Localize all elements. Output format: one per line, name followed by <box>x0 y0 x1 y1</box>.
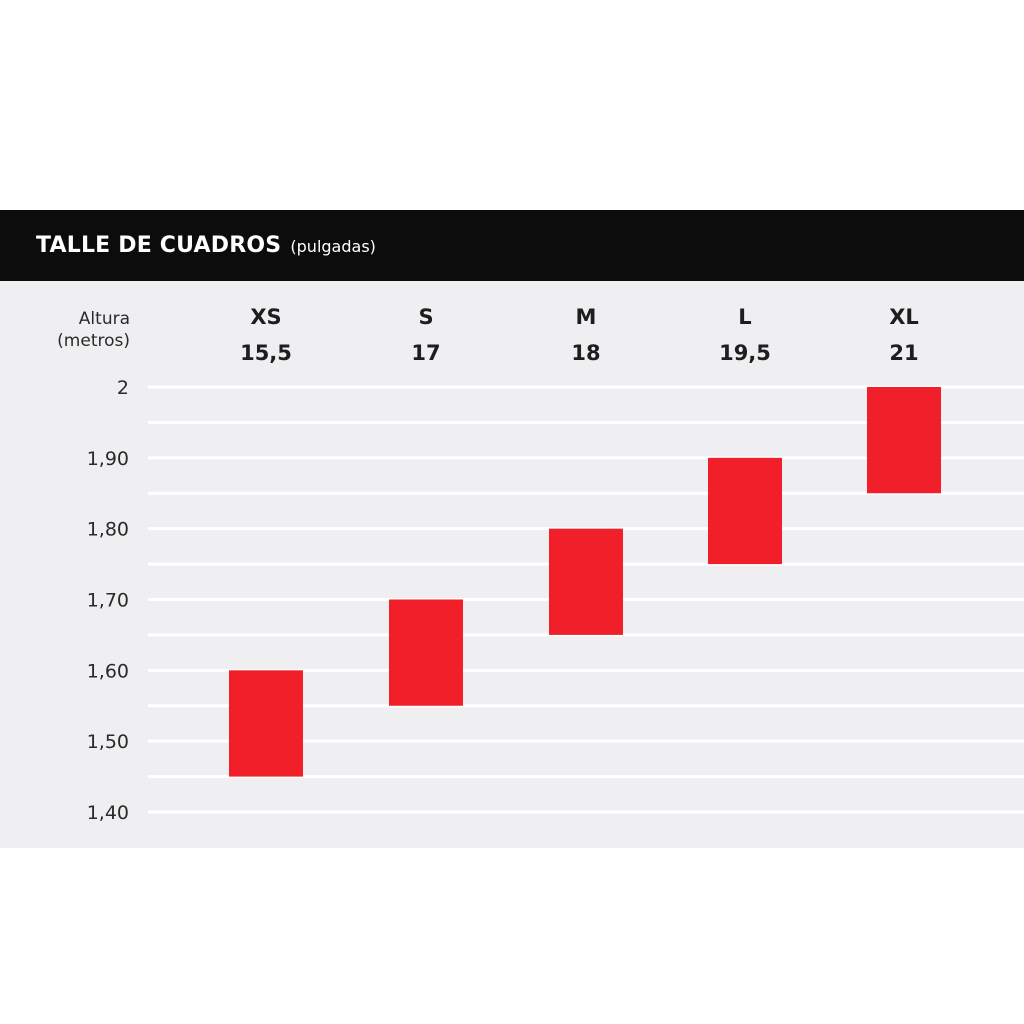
chart-header-bar <box>0 210 1024 281</box>
chart-subtitle: (pulgadas) <box>290 237 376 256</box>
chart-title: TALLE DE CUADROS <box>36 233 282 258</box>
y-tick-label: 1,70 <box>87 590 129 612</box>
chart-title-row: TALLE DE CUADROS (pulgadas) <box>36 229 376 263</box>
size-label: L <box>738 305 751 329</box>
size-label: XL <box>889 305 919 329</box>
y-tick-label: 1,50 <box>87 731 129 753</box>
size-label: XS <box>250 305 281 329</box>
size-label: M <box>576 305 597 329</box>
inch-label: 21 <box>889 341 918 365</box>
range-bar <box>867 387 941 494</box>
y-axis-label: Altura (metros) <box>40 308 130 352</box>
range-bar <box>549 528 623 635</box>
inch-label: 15,5 <box>240 341 292 365</box>
inch-label: 17 <box>411 341 440 365</box>
y-tick-label: 1,80 <box>87 519 129 541</box>
y-tick-label: 1,60 <box>87 660 129 682</box>
inch-label: 18 <box>571 341 600 365</box>
y-tick-label: 2 <box>117 377 129 399</box>
y-axis-unit: (metros) <box>57 331 130 351</box>
size-label: S <box>418 305 433 329</box>
y-tick-label: 1,40 <box>87 802 129 824</box>
range-bar <box>708 457 782 565</box>
range-bar <box>229 670 303 777</box>
inch-label: 19,5 <box>719 341 771 365</box>
y-axis-title: Altura <box>78 309 130 329</box>
range-bar <box>389 599 463 706</box>
y-tick-label: 1,90 <box>87 448 129 470</box>
